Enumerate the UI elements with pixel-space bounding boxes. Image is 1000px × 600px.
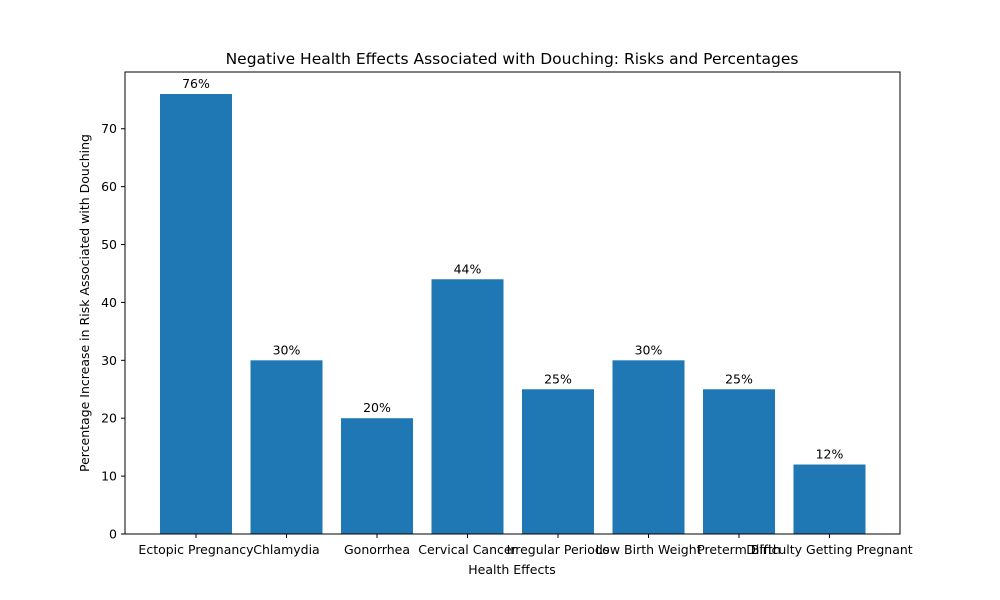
y-tick-label: 40 — [101, 295, 117, 310]
y-tick-label: 0 — [109, 527, 117, 542]
y-tick-label: 50 — [101, 237, 117, 252]
x-tick-label: Cervical Cancer — [418, 542, 517, 557]
y-axis-ticks: 0 10 20 30 40 50 60 70 — [101, 121, 125, 542]
y-tick-label: 30 — [101, 353, 117, 368]
bar — [793, 464, 866, 534]
x-axis-label: Health Effects — [468, 562, 556, 577]
plot-area-frame — [124, 71, 901, 535]
bar-value-label: 20% — [363, 400, 391, 415]
bar-value-label: 44% — [454, 261, 482, 276]
x-tick-label: Ectopic Pregnancy — [138, 542, 254, 557]
y-axis-label: Percentage Increase in Risk Associated w… — [77, 134, 92, 472]
bar — [160, 94, 232, 534]
x-tick-label: Preterm Birth — [697, 542, 781, 557]
bar — [612, 360, 685, 534]
x-tick-label: Difficulty Getting Pregnant — [746, 542, 913, 557]
bar-value-label: 25% — [725, 371, 753, 386]
x-tick-label: Irregular Periods — [507, 542, 610, 557]
y-tick-label: 10 — [101, 469, 117, 484]
bar — [250, 360, 323, 534]
bars-layer: 76% 30% 20% 44% 25% 30% 25% 12% — [160, 76, 866, 534]
x-tick-label: Low Birth Weight — [595, 542, 701, 557]
x-tick-label: Gonorrhea — [344, 542, 410, 557]
bar-value-label: 25% — [544, 371, 572, 386]
bar — [522, 389, 594, 534]
x-axis-ticks: Ectopic Pregnancy Chlamydia Gonorrhea Cervi… — [138, 534, 913, 557]
bar-value-label: 30% — [635, 342, 663, 357]
x-tick-label: Chlamydia — [253, 542, 319, 557]
y-tick-label: 60 — [101, 179, 117, 194]
bar — [341, 418, 413, 534]
bar-value-label: 30% — [273, 342, 301, 357]
y-tick-label: 20 — [101, 411, 117, 426]
bar-value-label: 12% — [816, 447, 844, 462]
bar — [703, 389, 775, 534]
chart-title: Negative Health Effects Associated with … — [226, 50, 799, 68]
bar-value-label: 76% — [182, 76, 210, 91]
bar — [431, 279, 504, 534]
y-tick-label: 70 — [101, 121, 117, 136]
